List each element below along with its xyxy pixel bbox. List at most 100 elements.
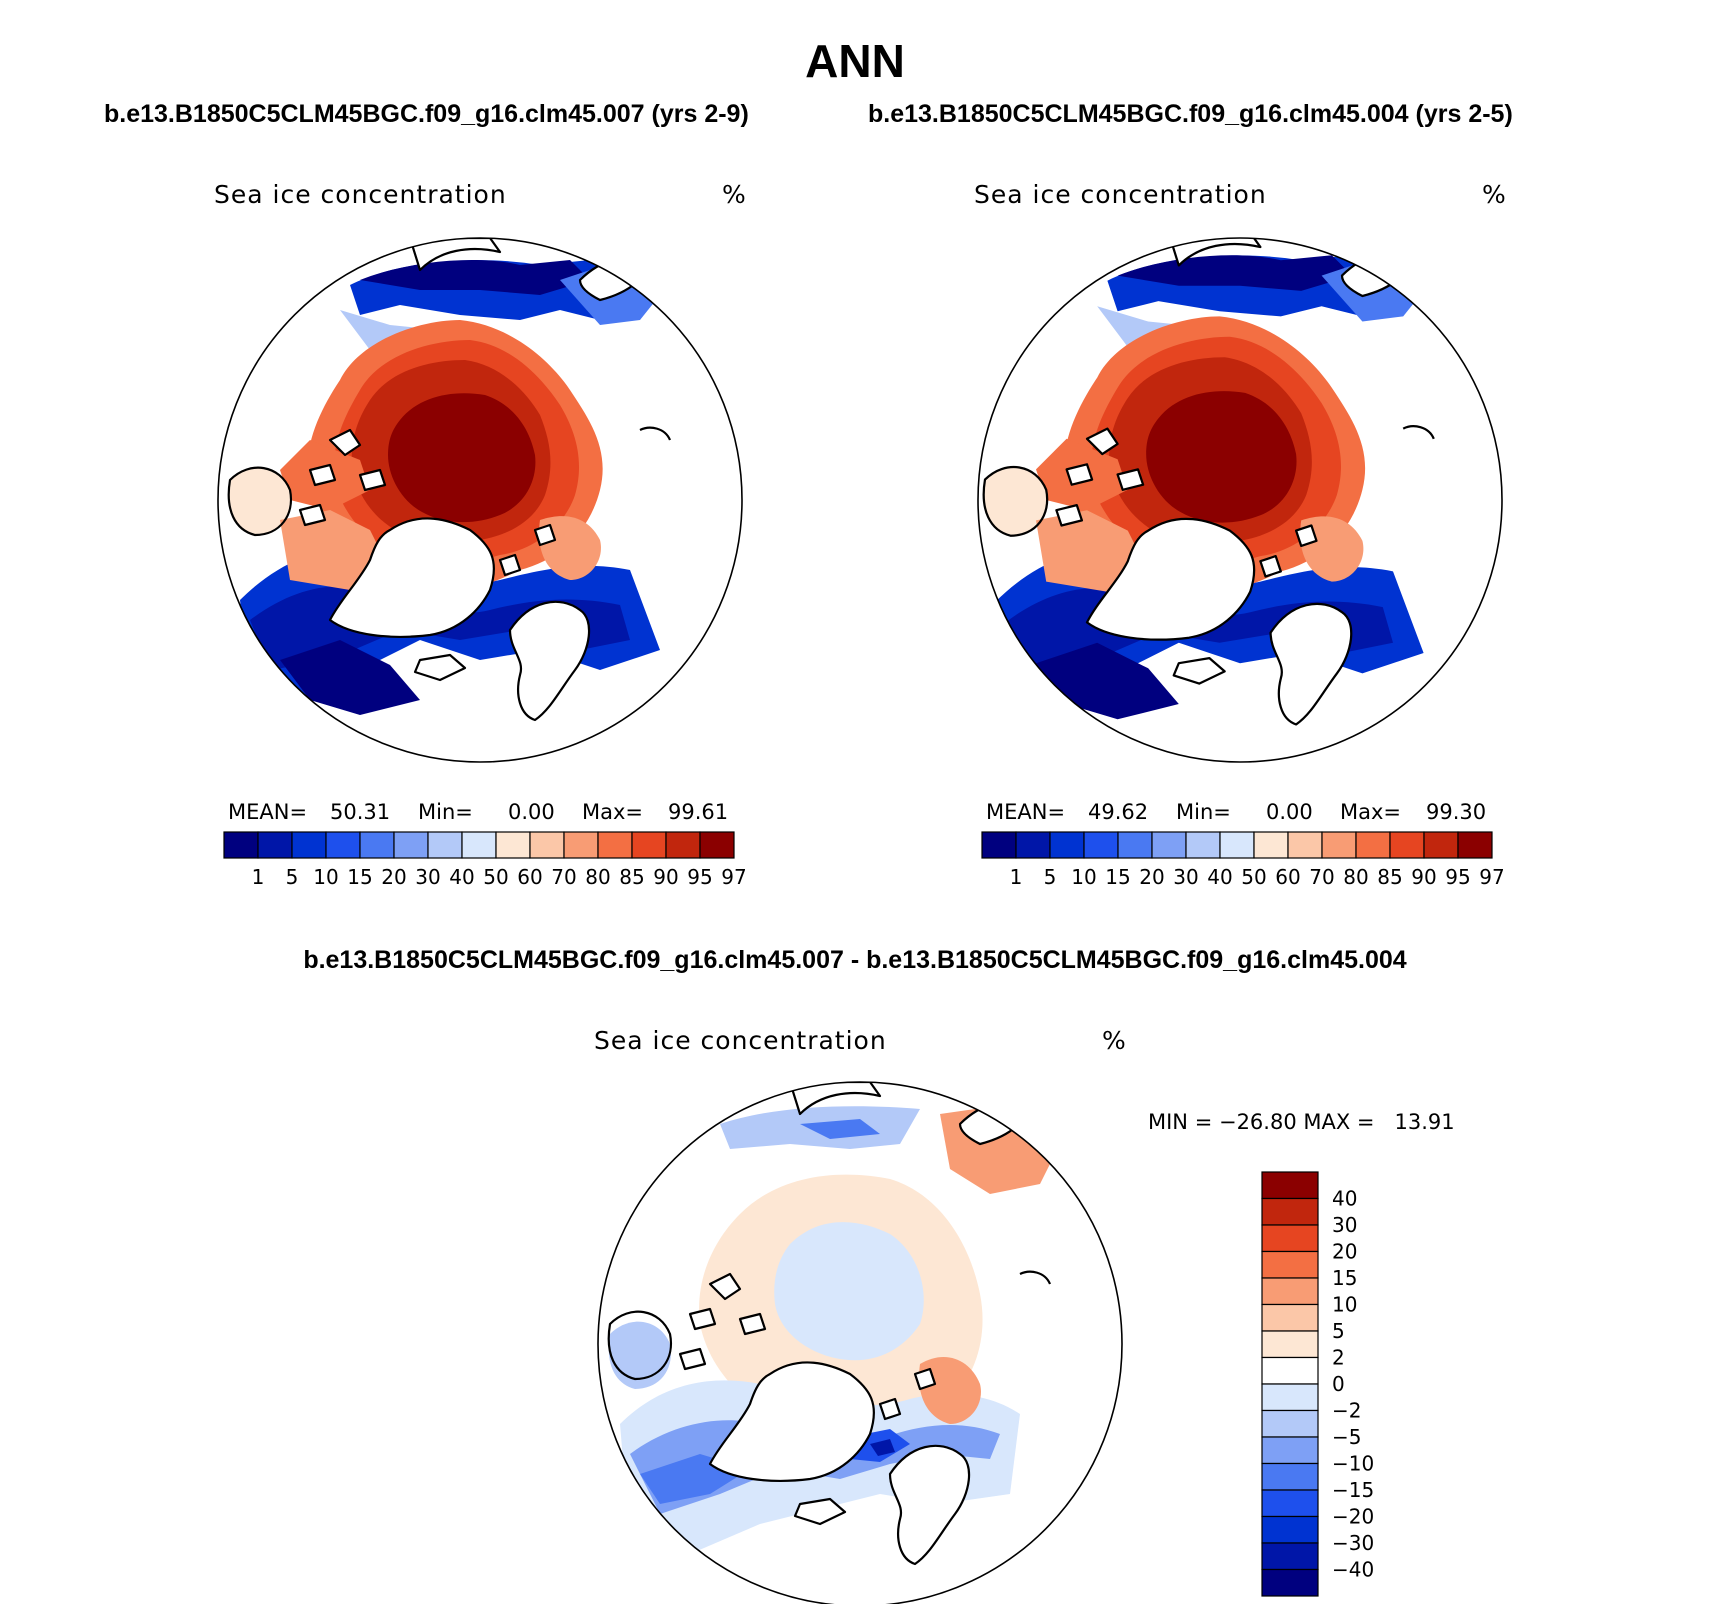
panel2-colorbar-tick-label: 30 [1173, 865, 1198, 889]
diff-colorbar-tick-label: −2 [1332, 1399, 1361, 1423]
panel2-max: 99.30 [1426, 800, 1487, 824]
diff-colorbar-swatch [1261, 1330, 1319, 1359]
panel2-colorbar-tick-label: 40 [1207, 865, 1232, 889]
panel2-colorbar-swatch [1457, 831, 1493, 859]
panel2-colorbar-swatch [1015, 831, 1051, 859]
panel1-colorbar-swatch [291, 831, 327, 859]
panel2-colorbar-tick-label: 80 [1343, 865, 1368, 889]
panel2-colorbar-swatch [1321, 831, 1357, 859]
panel1-colorbar-swatch [325, 831, 361, 859]
panel1-min-label: Min= [418, 800, 473, 824]
panel1-colorbar-swatch [359, 831, 395, 859]
panel2-colorbar-tick-label: 5 [1044, 865, 1057, 889]
panel2-mean: 49.62 [1088, 800, 1149, 824]
diff-colorbar-tick-label: 15 [1332, 1266, 1357, 1290]
diff-colorbar-swatch [1261, 1171, 1319, 1200]
panel1-max-label: Max= [582, 800, 644, 824]
panel1-colorbar-tick-label: 5 [286, 865, 299, 889]
panel1-colorbar-tick-label: 50 [483, 865, 508, 889]
panel2-colorbar-tick-label: 1 [1010, 865, 1023, 889]
panel1-max: 99.61 [668, 800, 729, 824]
diff-colorbar-tick-label: 40 [1332, 1187, 1357, 1211]
diff-colorbar-tick-label: 0 [1332, 1372, 1345, 1396]
diff-colorbar-swatch [1261, 1436, 1319, 1465]
diff-colorbar-swatch [1261, 1489, 1319, 1518]
panel1-colorbar-tick-label: 70 [551, 865, 576, 889]
panel1-colorbar-tick-label: 40 [449, 865, 474, 889]
panel1-colorbar-tick-label: 80 [585, 865, 610, 889]
panel1-colorbar-swatch [223, 831, 259, 859]
case-a-title: b.e13.B1850C5CLM45BGC.f09_g16.clm45.007 … [104, 100, 749, 128]
panel2-colorbar-tick-label: 70 [1309, 865, 1334, 889]
panel1-map [217, 237, 743, 763]
panel2-colorbar-swatch [1423, 831, 1459, 859]
panel1-colorbar-swatch [665, 831, 701, 859]
panel2-colorbar-tick-label: 10 [1071, 865, 1096, 889]
panel2-colorbar-tick-label: 97 [1479, 865, 1504, 889]
panel1-colorbar-swatch [495, 831, 531, 859]
panel1-min: 0.00 [508, 800, 555, 824]
diff-colorbar-swatch [1261, 1568, 1319, 1597]
panel2-colorbar-swatch [1287, 831, 1323, 859]
panel1-colorbar-tick-label: 90 [653, 865, 678, 889]
diff-min-max: MIN = −26.80 MAX = 13.91 [1148, 1110, 1455, 1134]
panel2-min-label: Min= [1176, 800, 1231, 824]
panel1-colorbar-tick-label: 30 [415, 865, 440, 889]
panel1-colorbar-swatch [699, 831, 735, 859]
panel2-colorbar-tick-label: 60 [1275, 865, 1300, 889]
panel1-mean-label: MEAN= [228, 800, 308, 824]
diff-colorbar-swatch [1261, 1356, 1319, 1385]
panel2-colorbar-tick-label: 90 [1411, 865, 1436, 889]
panel2-colorbar-swatch [981, 831, 1017, 859]
main-title: ANN [805, 35, 905, 87]
diff-colorbar-swatch [1261, 1409, 1319, 1438]
diff-variable: Sea ice concentration [594, 1026, 887, 1055]
diff-colorbar-tick-label: −10 [1332, 1452, 1374, 1476]
panel1-colorbar-swatch [563, 831, 599, 859]
panel1-variable: Sea ice concentration [214, 180, 507, 209]
panel2-colorbar-tick-label: 95 [1445, 865, 1470, 889]
diff-colorbar-swatch [1261, 1515, 1319, 1544]
diff-colorbar-tick-label: −5 [1332, 1425, 1361, 1449]
panel2-colorbar-swatch [1219, 831, 1255, 859]
diff-colorbar-swatch [1261, 1250, 1319, 1279]
diff-colorbar-tick-label: 30 [1332, 1213, 1357, 1237]
panel2-colorbar-swatch [1253, 831, 1289, 859]
panel1-colorbar-tick-label: 1 [252, 865, 265, 889]
diff-colorbar-tick-label: 2 [1332, 1346, 1345, 1370]
diff-colorbar-swatch [1261, 1462, 1319, 1491]
panel1-units: % [722, 180, 747, 209]
panel2-colorbar-swatch [1389, 831, 1425, 859]
panel1-colorbar-tick-label: 97 [721, 865, 746, 889]
panel1-colorbar-swatch [461, 831, 497, 859]
panel1-colorbar-swatch [597, 831, 633, 859]
panel2-variable: Sea ice concentration [974, 180, 1267, 209]
panel1-colorbar-tick-label: 15 [347, 865, 372, 889]
panel2-colorbar-swatch [1355, 831, 1391, 859]
diff-colorbar-swatch [1261, 1542, 1319, 1571]
panel1-colorbar-swatch [529, 831, 565, 859]
panel1-colorbar-swatch [427, 831, 463, 859]
panel2-mean-label: MEAN= [986, 800, 1066, 824]
panel2-colorbar-tick-label: 50 [1241, 865, 1266, 889]
panel2-min: 0.00 [1266, 800, 1313, 824]
panel2-max-label: Max= [1340, 800, 1402, 824]
panel1-map-border [217, 237, 743, 763]
diff-map [597, 1081, 1123, 1604]
diff-colorbar-tick-label: 20 [1332, 1240, 1357, 1264]
diff-units: % [1102, 1026, 1127, 1055]
panel2-units: % [1482, 180, 1507, 209]
diff-map-border [597, 1081, 1123, 1604]
panel1-colorbar-tick-label: 60 [517, 865, 542, 889]
panel2-colorbar-swatch [1117, 831, 1153, 859]
panel2-map-border [977, 237, 1503, 763]
panel2-colorbar-tick-label: 15 [1105, 865, 1130, 889]
panel1-colorbar-swatch [393, 831, 429, 859]
panel1-colorbar-tick-label: 85 [619, 865, 644, 889]
diff-colorbar-tick-label: −30 [1332, 1531, 1374, 1555]
panel2-colorbar-swatch [1185, 831, 1221, 859]
panel1-colorbar-tick-label: 10 [313, 865, 338, 889]
panel2-colorbar-swatch [1083, 831, 1119, 859]
